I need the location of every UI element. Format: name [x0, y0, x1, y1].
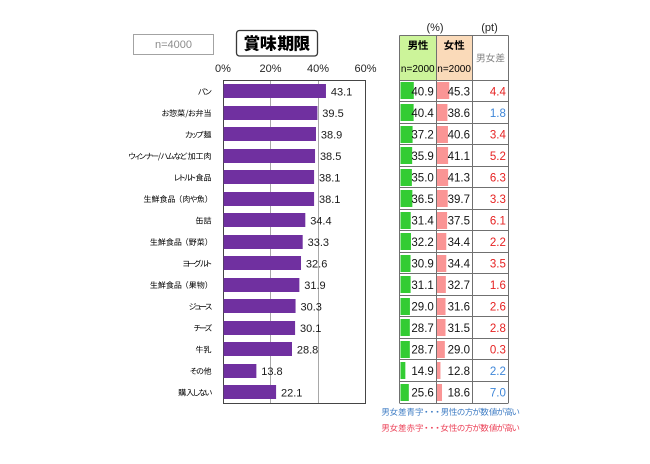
svg-text:60%: 60%	[354, 63, 376, 75]
svg-text:29.0: 29.0	[411, 301, 433, 313]
svg-text:22.1: 22.1	[281, 387, 302, 399]
svg-text:39.5: 39.5	[322, 108, 343, 120]
svg-text:31.1: 31.1	[411, 280, 433, 292]
svg-text:40.4: 40.4	[411, 108, 434, 120]
svg-text:41.3: 41.3	[448, 172, 470, 184]
svg-text:33.3: 33.3	[308, 237, 329, 249]
svg-text:3.3: 3.3	[490, 194, 506, 206]
svg-text:37.5: 37.5	[448, 215, 470, 227]
svg-text:36.5: 36.5	[411, 194, 433, 206]
svg-text:43.1: 43.1	[331, 87, 352, 99]
svg-text:32.2: 32.2	[411, 237, 433, 249]
svg-text:30.1: 30.1	[300, 323, 321, 335]
svg-text:1.6: 1.6	[490, 280, 506, 292]
svg-text:30.3: 30.3	[300, 301, 321, 313]
svg-text:5.2: 5.2	[490, 151, 506, 163]
svg-text:12.8: 12.8	[448, 366, 470, 378]
svg-text:29.0: 29.0	[448, 344, 470, 356]
svg-text:6.3: 6.3	[490, 172, 506, 184]
svg-text:39.7: 39.7	[448, 194, 470, 206]
svg-text:34.4: 34.4	[448, 258, 471, 270]
svg-text:2.6: 2.6	[490, 301, 506, 313]
svg-text:2.2: 2.2	[490, 237, 506, 249]
svg-text:31.4: 31.4	[411, 215, 434, 227]
svg-text:n=4000: n=4000	[155, 39, 192, 51]
svg-text:40%: 40%	[307, 63, 329, 75]
svg-text:37.2: 37.2	[411, 129, 433, 141]
svg-text:7.0: 7.0	[490, 387, 506, 399]
svg-text:31.5: 31.5	[448, 323, 470, 335]
svg-text:28.8: 28.8	[297, 344, 318, 356]
svg-text:40.9: 40.9	[411, 86, 433, 98]
svg-text:38.9: 38.9	[321, 130, 342, 142]
svg-text:n=2000: n=2000	[401, 64, 435, 75]
svg-text:18.6: 18.6	[448, 387, 470, 399]
svg-text:38.1: 38.1	[319, 194, 340, 206]
svg-text:0.3: 0.3	[490, 344, 506, 356]
svg-text:14.9: 14.9	[411, 366, 433, 378]
svg-text:3.5: 3.5	[490, 258, 506, 270]
svg-text:32.6: 32.6	[306, 258, 327, 270]
svg-text:(%): (%)	[426, 22, 443, 34]
svg-text:(pt): (pt)	[481, 22, 498, 34]
svg-text:2.2: 2.2	[490, 366, 506, 378]
svg-text:38.5: 38.5	[320, 151, 341, 163]
svg-text:20%: 20%	[259, 63, 281, 75]
svg-text:35.9: 35.9	[411, 151, 433, 163]
svg-text:40.6: 40.6	[448, 129, 470, 141]
svg-text:2.8: 2.8	[490, 323, 506, 335]
svg-text:38.1: 38.1	[319, 173, 340, 185]
svg-text:35.0: 35.0	[411, 172, 433, 184]
svg-text:41.1: 41.1	[448, 151, 470, 163]
svg-text:34.4: 34.4	[448, 237, 471, 249]
svg-text:31.9: 31.9	[304, 280, 325, 292]
svg-text:25.6: 25.6	[411, 387, 433, 399]
svg-text:45.3: 45.3	[448, 86, 470, 98]
svg-text:0%: 0%	[215, 63, 231, 75]
svg-text:1.8: 1.8	[490, 108, 506, 120]
svg-text:3.4: 3.4	[490, 129, 507, 141]
svg-text:4.4: 4.4	[490, 86, 507, 98]
svg-text:31.6: 31.6	[448, 301, 470, 313]
svg-text:30.9: 30.9	[411, 258, 433, 270]
svg-text:32.7: 32.7	[448, 280, 470, 292]
svg-text:28.7: 28.7	[411, 323, 433, 335]
svg-text:13.8: 13.8	[261, 366, 282, 378]
svg-text:28.7: 28.7	[411, 344, 433, 356]
svg-text:34.4: 34.4	[310, 216, 331, 228]
svg-text:n=2000: n=2000	[437, 64, 471, 75]
svg-text:38.6: 38.6	[448, 108, 470, 120]
svg-text:6.1: 6.1	[490, 215, 506, 227]
